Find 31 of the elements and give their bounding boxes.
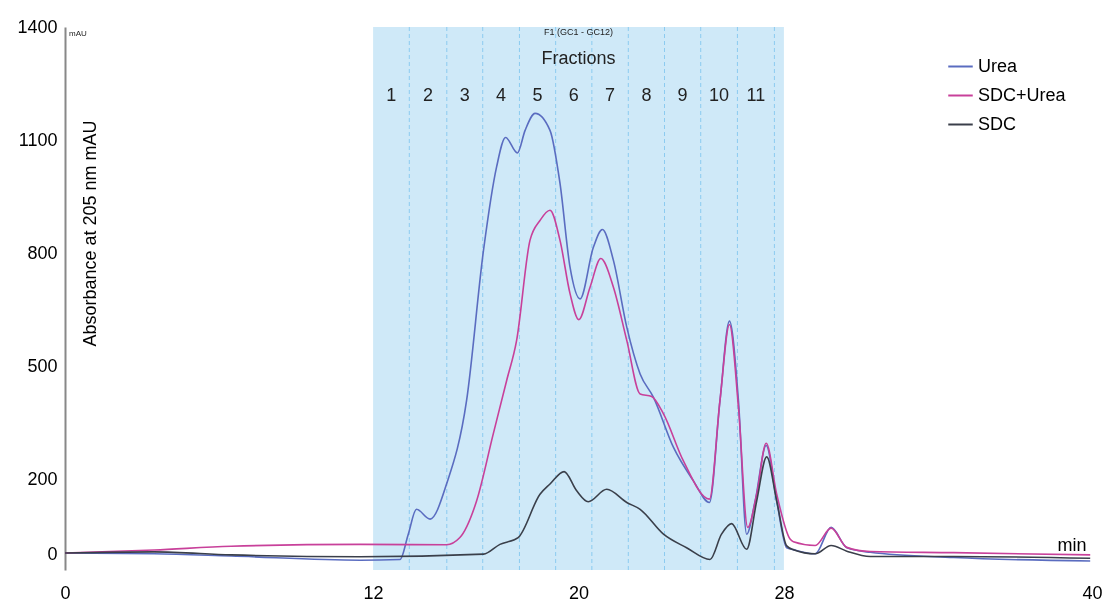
annotation: 6 bbox=[568, 85, 579, 105]
line-series bbox=[64, 456, 1091, 561]
x-tick-label: 28 bbox=[774, 582, 795, 603]
annotation: 3 bbox=[459, 85, 470, 105]
y-tick-label: 800 bbox=[27, 242, 58, 263]
legend-label: Urea bbox=[978, 55, 1018, 76]
y-tick-label: 0 bbox=[47, 544, 58, 565]
annotation: 8 bbox=[641, 85, 652, 105]
y-tick-label: 1100 bbox=[18, 129, 58, 150]
annotation: 9 bbox=[677, 85, 688, 105]
x-tick-label: 20 bbox=[568, 582, 590, 603]
annotation: F1 (GC1 - GC12) bbox=[543, 27, 614, 37]
annotation: 4 bbox=[496, 85, 507, 105]
y-tick-label: 500 bbox=[27, 355, 58, 376]
annotation: Fractions bbox=[541, 48, 616, 68]
y-axis-title: Absorbance at 205 nm mAU bbox=[79, 120, 100, 347]
legend-label: SDC bbox=[978, 113, 1017, 134]
x-tick-label: 40 bbox=[1082, 582, 1103, 603]
annotation: 10 bbox=[709, 85, 730, 105]
y-tick-label: 200 bbox=[27, 469, 58, 489]
annotation: 5 bbox=[532, 85, 543, 105]
y-tick-label: 1400 bbox=[17, 16, 58, 37]
x-tick-label: 0 bbox=[60, 582, 71, 603]
annotation: 1 bbox=[386, 85, 397, 105]
annotation: mAU bbox=[69, 29, 87, 38]
x-tick-label: 12 bbox=[363, 582, 384, 603]
annotation: 2 bbox=[423, 85, 434, 105]
annotation: 7 bbox=[605, 85, 616, 105]
annotation: 11 bbox=[746, 85, 766, 105]
legend-label: SDC+Urea bbox=[978, 84, 1067, 105]
x-axis-title: min bbox=[1057, 534, 1087, 555]
